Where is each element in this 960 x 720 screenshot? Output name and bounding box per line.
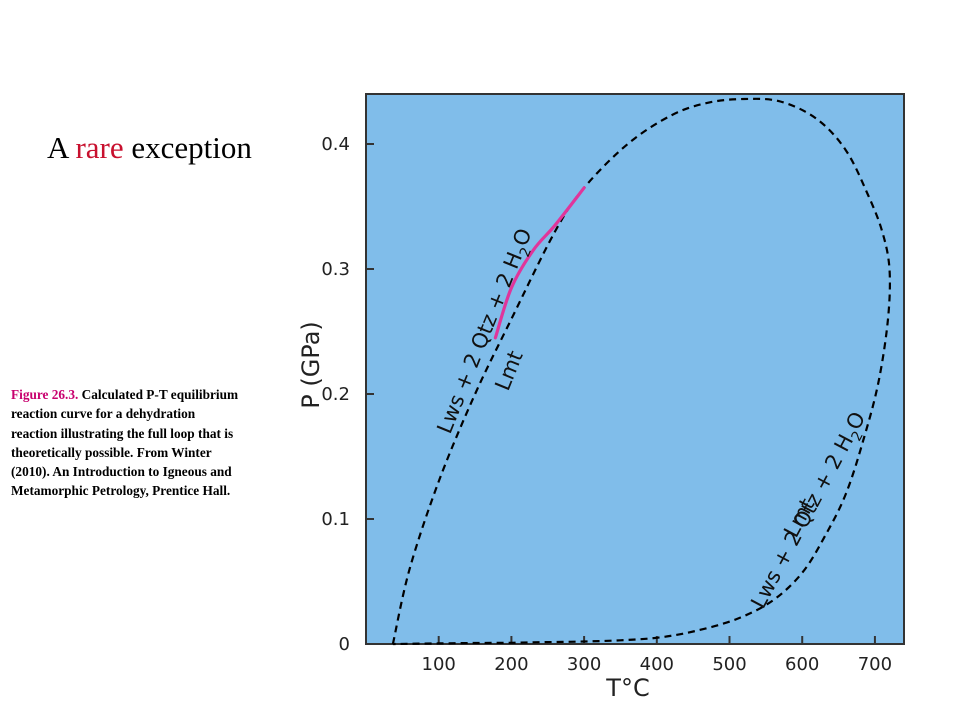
x-tick-label: 100 [422, 654, 456, 675]
title-accent-word: rare [75, 130, 124, 165]
y-tick-label: 0 [339, 634, 350, 655]
reaction-curve-highlight [493, 186, 586, 340]
title-part2: exception [123, 130, 252, 165]
tick-labels: 100 200 300 400 500 600 700 0 0.1 0.2 0.3 0.4 [321, 134, 892, 675]
y-tick-label: 0.2 [321, 384, 350, 405]
figure-label: Figure 26.3. [11, 387, 79, 402]
y-tick-label: 0.1 [321, 509, 350, 530]
x-tick-label: 500 [712, 654, 746, 675]
figure-caption: Figure 26.3. Calculated P-T equilibrium … [11, 385, 243, 501]
slide-title: A rare exception [47, 130, 252, 166]
y-tick-label: 0.3 [321, 259, 350, 280]
x-tick-label: 700 [858, 654, 892, 675]
x-tick-label: 300 [567, 654, 601, 675]
y-tick-label: 0.4 [321, 134, 350, 155]
y-axis-title: P (GPa) [300, 321, 325, 409]
plot-area [365, 93, 905, 645]
x-axis-title: T°C [605, 674, 649, 702]
x-tick-label: 600 [785, 654, 819, 675]
reaction-curve-dashed [391, 97, 891, 646]
caption-text: Calculated P-T equilibrium reaction curv… [11, 387, 239, 499]
x-tick-label: 400 [640, 654, 674, 675]
title-part1: A [47, 130, 76, 165]
x-tick-label: 200 [494, 654, 528, 675]
